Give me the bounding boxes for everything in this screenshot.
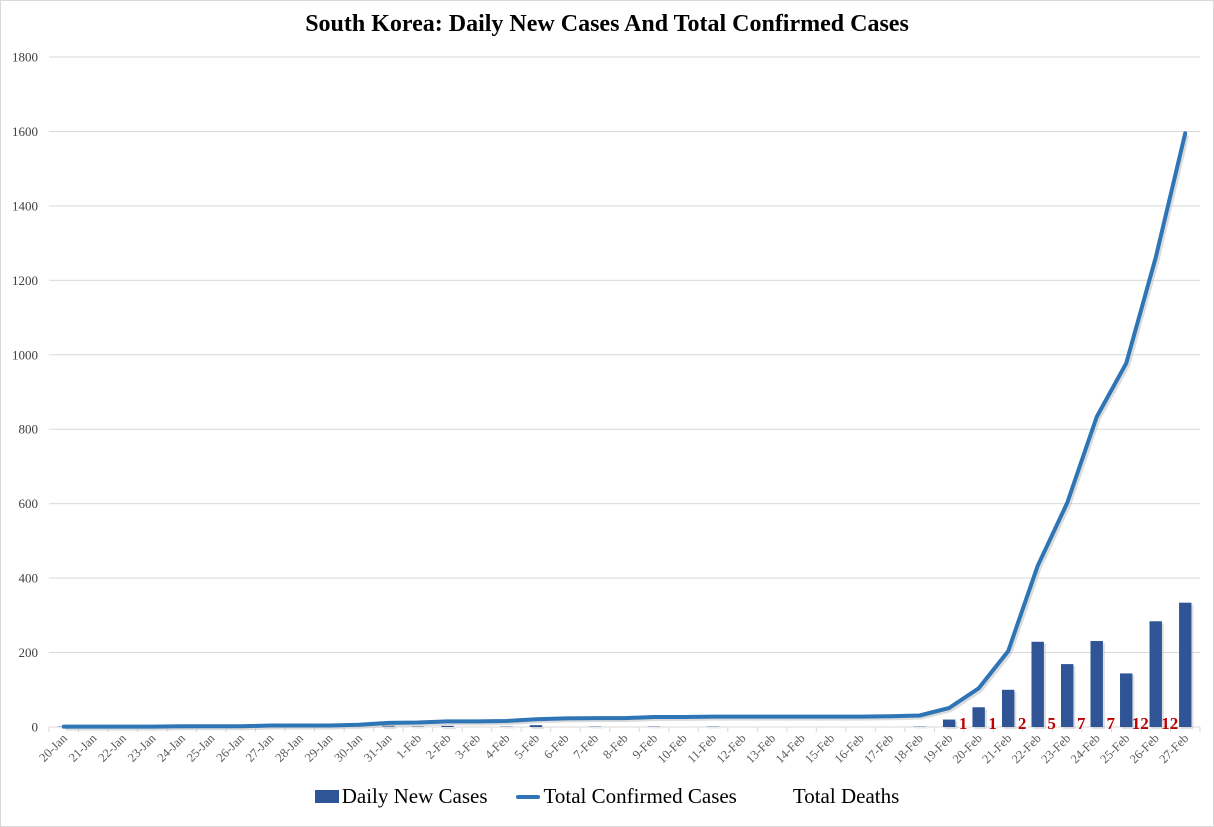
x-tick-label: 14-Feb — [773, 731, 808, 766]
x-tick-label: 15-Feb — [802, 731, 837, 766]
x-tick-label: 21-Jan — [66, 731, 100, 765]
y-tick-label: 0 — [32, 720, 39, 735]
x-tick-label: 23-Jan — [125, 731, 159, 765]
x-tick-label: 18-Feb — [891, 731, 926, 766]
y-tick-label: 1400 — [12, 198, 38, 213]
legend-item-daily[interactable]: Daily New Cases — [314, 784, 488, 809]
bar-series-daily-new-cases — [57, 602, 1194, 729]
x-tick-label: 12-Feb — [714, 731, 749, 766]
legend-swatch-line-icon — [515, 794, 540, 799]
x-tick-label: 4-Feb — [482, 731, 513, 762]
y-tick-label: 1600 — [12, 124, 38, 139]
x-tick-label: 5-Feb — [512, 731, 543, 762]
x-tick-label: 26-Feb — [1127, 731, 1162, 766]
chart-title: South Korea: Daily New Cases And Total C… — [305, 11, 909, 37]
line-series-total-confirmed — [61, 131, 1190, 731]
death-label: 1 — [988, 714, 997, 733]
y-tick-label: 1800 — [12, 50, 38, 65]
x-tick-label: 10-Feb — [655, 731, 690, 766]
bar — [1120, 673, 1133, 727]
legend: Daily New Cases Total Confirmed Cases To… — [0, 784, 1214, 809]
legend-item-deaths[interactable]: Total Deaths — [765, 784, 899, 809]
bar-shadow — [531, 727, 545, 729]
gridlines — [49, 56, 1200, 654]
x-tick-label: 30-Jan — [332, 731, 366, 765]
line-shadow — [65, 134, 1190, 731]
x-tick-label: 11-Feb — [685, 731, 720, 766]
x-tick-label: 3-Feb — [453, 731, 484, 762]
y-tick-label: 200 — [19, 645, 39, 660]
death-label: 12 — [1161, 714, 1178, 733]
death-label: 7 — [1077, 714, 1086, 733]
bar — [1001, 689, 1015, 727]
bar-shadow — [443, 727, 456, 729]
y-tick-label: 1000 — [12, 347, 38, 362]
death-label: 5 — [1047, 714, 1056, 733]
x-tick-label: 13-Feb — [743, 731, 778, 766]
x-tick-label: 20-Jan — [36, 731, 70, 765]
x-tick-label: 21-Feb — [979, 731, 1014, 766]
x-tick-label: 16-Feb — [832, 731, 867, 766]
y-axis: 0 200 400 600 800 1000 1200 1400 1600 1800 — [12, 50, 38, 735]
x-tick-label: 19-Feb — [920, 731, 955, 766]
bar — [1149, 621, 1162, 727]
bar — [1031, 641, 1044, 727]
x-tick-label: 1-Feb — [394, 731, 425, 762]
bar — [1060, 664, 1074, 727]
bar — [441, 725, 454, 727]
y-tick-label: 400 — [19, 571, 39, 586]
legend-swatch-empty-icon — [765, 795, 789, 799]
death-label: 2 — [1018, 714, 1027, 733]
bar — [1179, 602, 1192, 727]
x-tick-label: 20-Feb — [950, 731, 985, 766]
bar-shadow — [384, 727, 397, 729]
bar — [942, 719, 956, 727]
death-label: 12 — [1132, 714, 1149, 733]
bar — [1090, 641, 1103, 727]
x-tick-label: 27-Feb — [1156, 731, 1191, 766]
death-label: 1 — [959, 714, 968, 733]
legend-label-deaths: Total Deaths — [792, 784, 900, 808]
x-tick-label: 23-Feb — [1038, 731, 1073, 766]
death-label: 7 — [1106, 714, 1115, 733]
x-tick-label: 25-Jan — [184, 731, 218, 765]
x-tick-label: 31-Jan — [361, 731, 395, 765]
x-tick-label: 8-Feb — [600, 731, 631, 762]
x-tick-label: 17-Feb — [861, 731, 896, 766]
legend-swatch-bar-icon — [314, 790, 339, 803]
label-series-total-deaths: 1 1 2 5 7 7 12 12 — [959, 714, 1178, 733]
x-tick-label: 7-Feb — [571, 731, 602, 762]
x-tick-label: 25-Feb — [1097, 731, 1132, 766]
x-tick-label: 6-Feb — [541, 731, 572, 762]
y-tick-label: 800 — [19, 422, 39, 437]
bar — [529, 725, 543, 727]
y-tick-label: 1200 — [12, 273, 38, 288]
x-tick-label: 29-Jan — [302, 731, 336, 765]
bar — [972, 707, 985, 727]
x-tick-label: 28-Jan — [273, 731, 307, 765]
x-tick-label: 24-Jan — [154, 731, 188, 765]
y-tick-label: 600 — [19, 496, 39, 511]
legend-label-total: Total Confirmed Cases — [543, 784, 737, 808]
x-tick-label: 2-Feb — [423, 731, 454, 762]
x-tick-label: 22-Feb — [1009, 731, 1044, 766]
x-tick-label: 27-Jan — [243, 731, 277, 765]
x-tick-label: 24-Feb — [1068, 731, 1103, 766]
x-tick-label: 22-Jan — [95, 731, 129, 765]
x-tick-label: 26-Jan — [213, 731, 247, 765]
legend-item-total[interactable]: Total Confirmed Cases — [515, 784, 737, 809]
legend-label-daily: Daily New Cases — [341, 784, 488, 808]
